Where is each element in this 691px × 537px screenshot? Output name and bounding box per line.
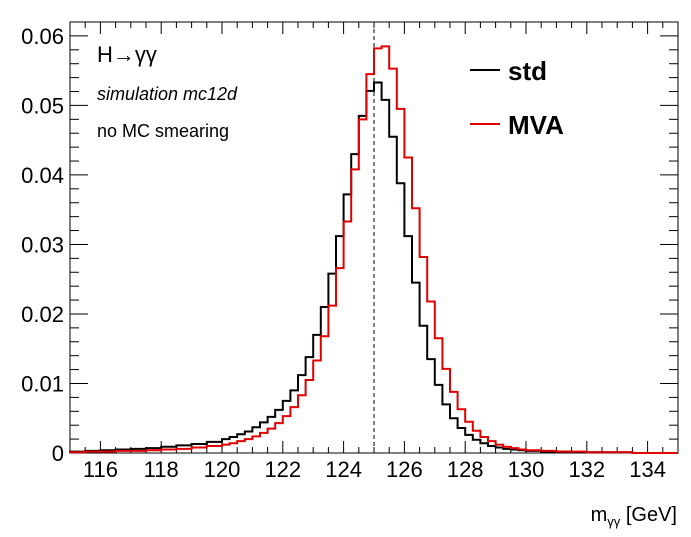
x-tick-label: 116 [83, 457, 118, 482]
process-arrow: → [113, 42, 135, 67]
x-axis: 116 118 120 122 124 126 128 130 132 134 [69, 22, 679, 482]
simulation-label: simulation mc12d [97, 84, 238, 104]
x-tick-label: 126 [386, 457, 423, 482]
x-tick-label: 124 [325, 457, 362, 482]
x-tick-label: 128 [447, 457, 484, 482]
process-h: H [97, 42, 113, 67]
y-tick-label: 0.02 [21, 302, 64, 327]
x-axis-label-main: m [591, 504, 608, 526]
x-tick-label: 134 [629, 457, 666, 482]
x-axis-label-sub: γγ [607, 514, 621, 529]
y-tick-label: 0.06 [21, 24, 64, 49]
x-tick-label: 120 [204, 457, 241, 482]
x-tick-label: 118 [144, 457, 179, 482]
process-gammagamma: γγ [135, 42, 157, 67]
x-tick-label: 122 [264, 457, 301, 482]
process-label: H→γγ [97, 42, 157, 67]
x-tick-label: 130 [508, 457, 545, 482]
y-tick-label: 0.01 [21, 371, 64, 396]
y-tick-label: 0.04 [21, 163, 64, 188]
y-tick-label: 0.05 [21, 93, 64, 118]
series-std-histogram [69, 81, 678, 454]
y-tick-label: 0 [52, 441, 64, 466]
x-axis-label: mγγ [GeV] [591, 504, 677, 529]
legend-label-mva: MVA [508, 110, 564, 140]
series-mva-histogram [69, 45, 678, 454]
y-tick-label: 0.03 [21, 232, 64, 257]
x-axis-label-unit: [GeV] [620, 504, 677, 526]
series-group [69, 45, 678, 454]
y-axis: 0 0.01 0.02 0.03 0.04 0.05 0.06 [21, 21, 678, 466]
x-tick-label: 132 [568, 457, 605, 482]
legend-label-std: std [508, 56, 547, 86]
legend: std MVA [470, 56, 564, 140]
smearing-label: no MC smearing [97, 121, 229, 141]
